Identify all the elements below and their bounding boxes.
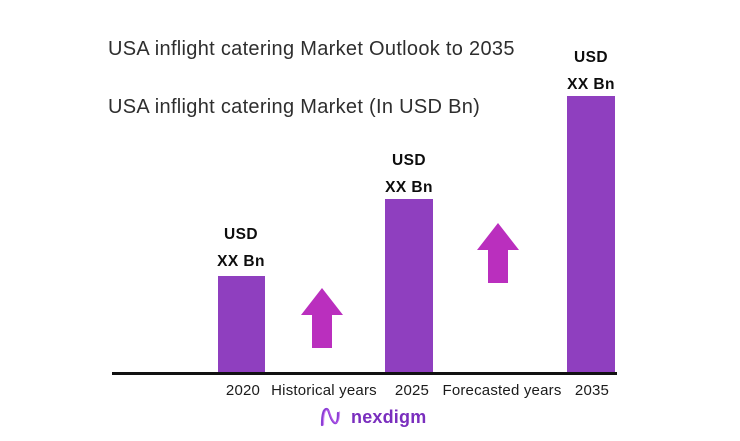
nexdigm-logo-text: nexdigm [351,406,427,427]
x-annotation-historical-years: Historical years [271,382,377,399]
bar-2025 [385,199,433,373]
chart-title: USA inflight catering Market Outlook to … [108,38,515,60]
bar-value-label-2025: USD XX Bn [349,147,469,201]
x-annotation-forecasted-years: Forecasted years [442,382,562,399]
nexdigm-wave-icon [320,407,341,427]
nexdigm-logo: nexdigm [318,403,426,431]
x-tick-2035: 2035 [574,382,610,399]
bar-value-line1: USD [574,49,608,66]
bar-value-label-2020: USD XX Bn [181,221,301,275]
bar-value-line1: USD [224,226,258,243]
x-tick-2020: 2020 [225,382,261,399]
bar-value-line1: USD [392,152,426,169]
growth-arrow-icon [301,288,343,348]
bar-value-line2: XX Bn [217,253,265,270]
bar-value-label-2035: USD XX Bn [531,44,651,98]
chart-subtitle: USA inflight catering Market (In USD Bn) [108,96,481,118]
bar-2020 [218,276,265,373]
bar-value-line2: XX Bn [385,179,433,196]
x-tick-2025: 2025 [394,382,430,399]
bar-value-line2: XX Bn [567,76,615,93]
bar-2035 [567,96,615,373]
growth-arrow-icon [477,223,519,283]
x-axis-line [112,372,617,375]
